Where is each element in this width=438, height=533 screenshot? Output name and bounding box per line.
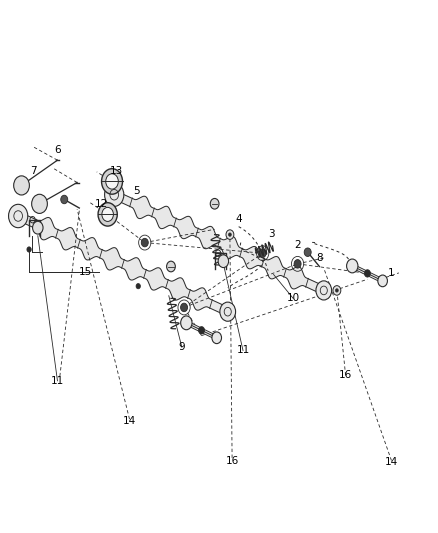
Circle shape — [304, 248, 311, 256]
Circle shape — [378, 275, 388, 287]
Circle shape — [61, 195, 68, 204]
Circle shape — [9, 204, 28, 228]
Circle shape — [98, 203, 117, 226]
Circle shape — [316, 281, 332, 300]
Circle shape — [14, 176, 29, 195]
Text: 7: 7 — [30, 166, 37, 176]
Circle shape — [218, 255, 229, 268]
Circle shape — [364, 270, 371, 277]
Circle shape — [32, 221, 43, 234]
Circle shape — [106, 174, 118, 189]
Text: 16: 16 — [339, 370, 352, 381]
Circle shape — [141, 238, 148, 247]
Circle shape — [136, 284, 141, 289]
Circle shape — [32, 195, 47, 213]
Circle shape — [210, 198, 219, 209]
Circle shape — [212, 332, 222, 344]
Text: 11: 11 — [51, 376, 64, 386]
Circle shape — [346, 259, 358, 273]
Text: 2: 2 — [294, 240, 301, 250]
Circle shape — [181, 316, 192, 330]
Text: 10: 10 — [286, 293, 300, 303]
Circle shape — [333, 286, 341, 295]
Circle shape — [198, 327, 205, 334]
Text: 12: 12 — [95, 199, 108, 209]
Circle shape — [259, 249, 266, 257]
Text: 8: 8 — [316, 253, 323, 263]
Circle shape — [226, 230, 234, 239]
Circle shape — [102, 168, 123, 194]
Circle shape — [27, 247, 31, 252]
Text: 14: 14 — [123, 416, 136, 426]
Circle shape — [102, 207, 113, 221]
Text: 16: 16 — [226, 456, 239, 465]
Circle shape — [229, 233, 231, 236]
Polygon shape — [113, 191, 325, 294]
Circle shape — [166, 261, 175, 272]
Text: 15: 15 — [79, 267, 92, 277]
Circle shape — [294, 260, 301, 268]
Text: 4: 4 — [235, 214, 242, 224]
Text: 14: 14 — [385, 457, 398, 467]
Circle shape — [336, 289, 338, 292]
Text: 5: 5 — [133, 186, 139, 196]
Text: 3: 3 — [268, 229, 275, 239]
Text: 1: 1 — [388, 268, 395, 278]
Circle shape — [180, 303, 187, 312]
Text: 9: 9 — [179, 342, 185, 352]
Polygon shape — [17, 212, 229, 316]
Circle shape — [220, 302, 236, 321]
Text: 13: 13 — [110, 166, 123, 176]
Text: 6: 6 — [54, 144, 61, 155]
Text: 11: 11 — [237, 345, 250, 356]
Circle shape — [105, 183, 124, 206]
